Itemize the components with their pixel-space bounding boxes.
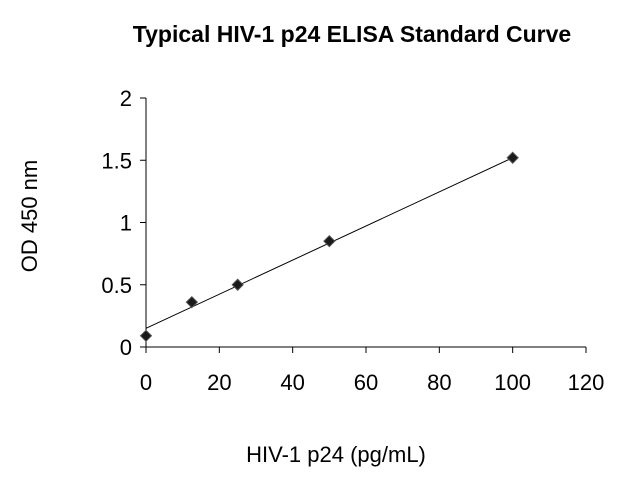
- x-tick-label: 100: [494, 370, 531, 395]
- data-point: [185, 295, 199, 309]
- data-point: [139, 329, 153, 343]
- chart-title: Typical HIV-1 p24 ELISA Standard Curve: [133, 21, 571, 47]
- y-axis-label: OD 450 nm: [17, 160, 42, 273]
- x-tick-label: 40: [280, 370, 304, 395]
- y-tick-label: 2: [120, 86, 132, 111]
- y-tick-label: 1: [120, 211, 132, 236]
- x-tick-label: 120: [568, 370, 605, 395]
- data-point: [506, 151, 519, 164]
- data-point: [323, 234, 336, 248]
- data-point: [231, 278, 244, 291]
- y-tick-label: 0.5: [101, 273, 132, 298]
- x-tick-label: 0: [140, 370, 152, 395]
- x-tick-label: 80: [427, 370, 451, 395]
- x-axis-label: HIV-1 p24 (pg/mL): [246, 442, 426, 467]
- x-tick-label: 60: [354, 370, 378, 395]
- plot-area: 00.511.520 20 40 60 80 100 120: [101, 86, 604, 395]
- y-tick-label: 1.5: [101, 148, 132, 173]
- y-tick-label: 0: [120, 335, 132, 360]
- x-tick-label: 20: [207, 370, 231, 395]
